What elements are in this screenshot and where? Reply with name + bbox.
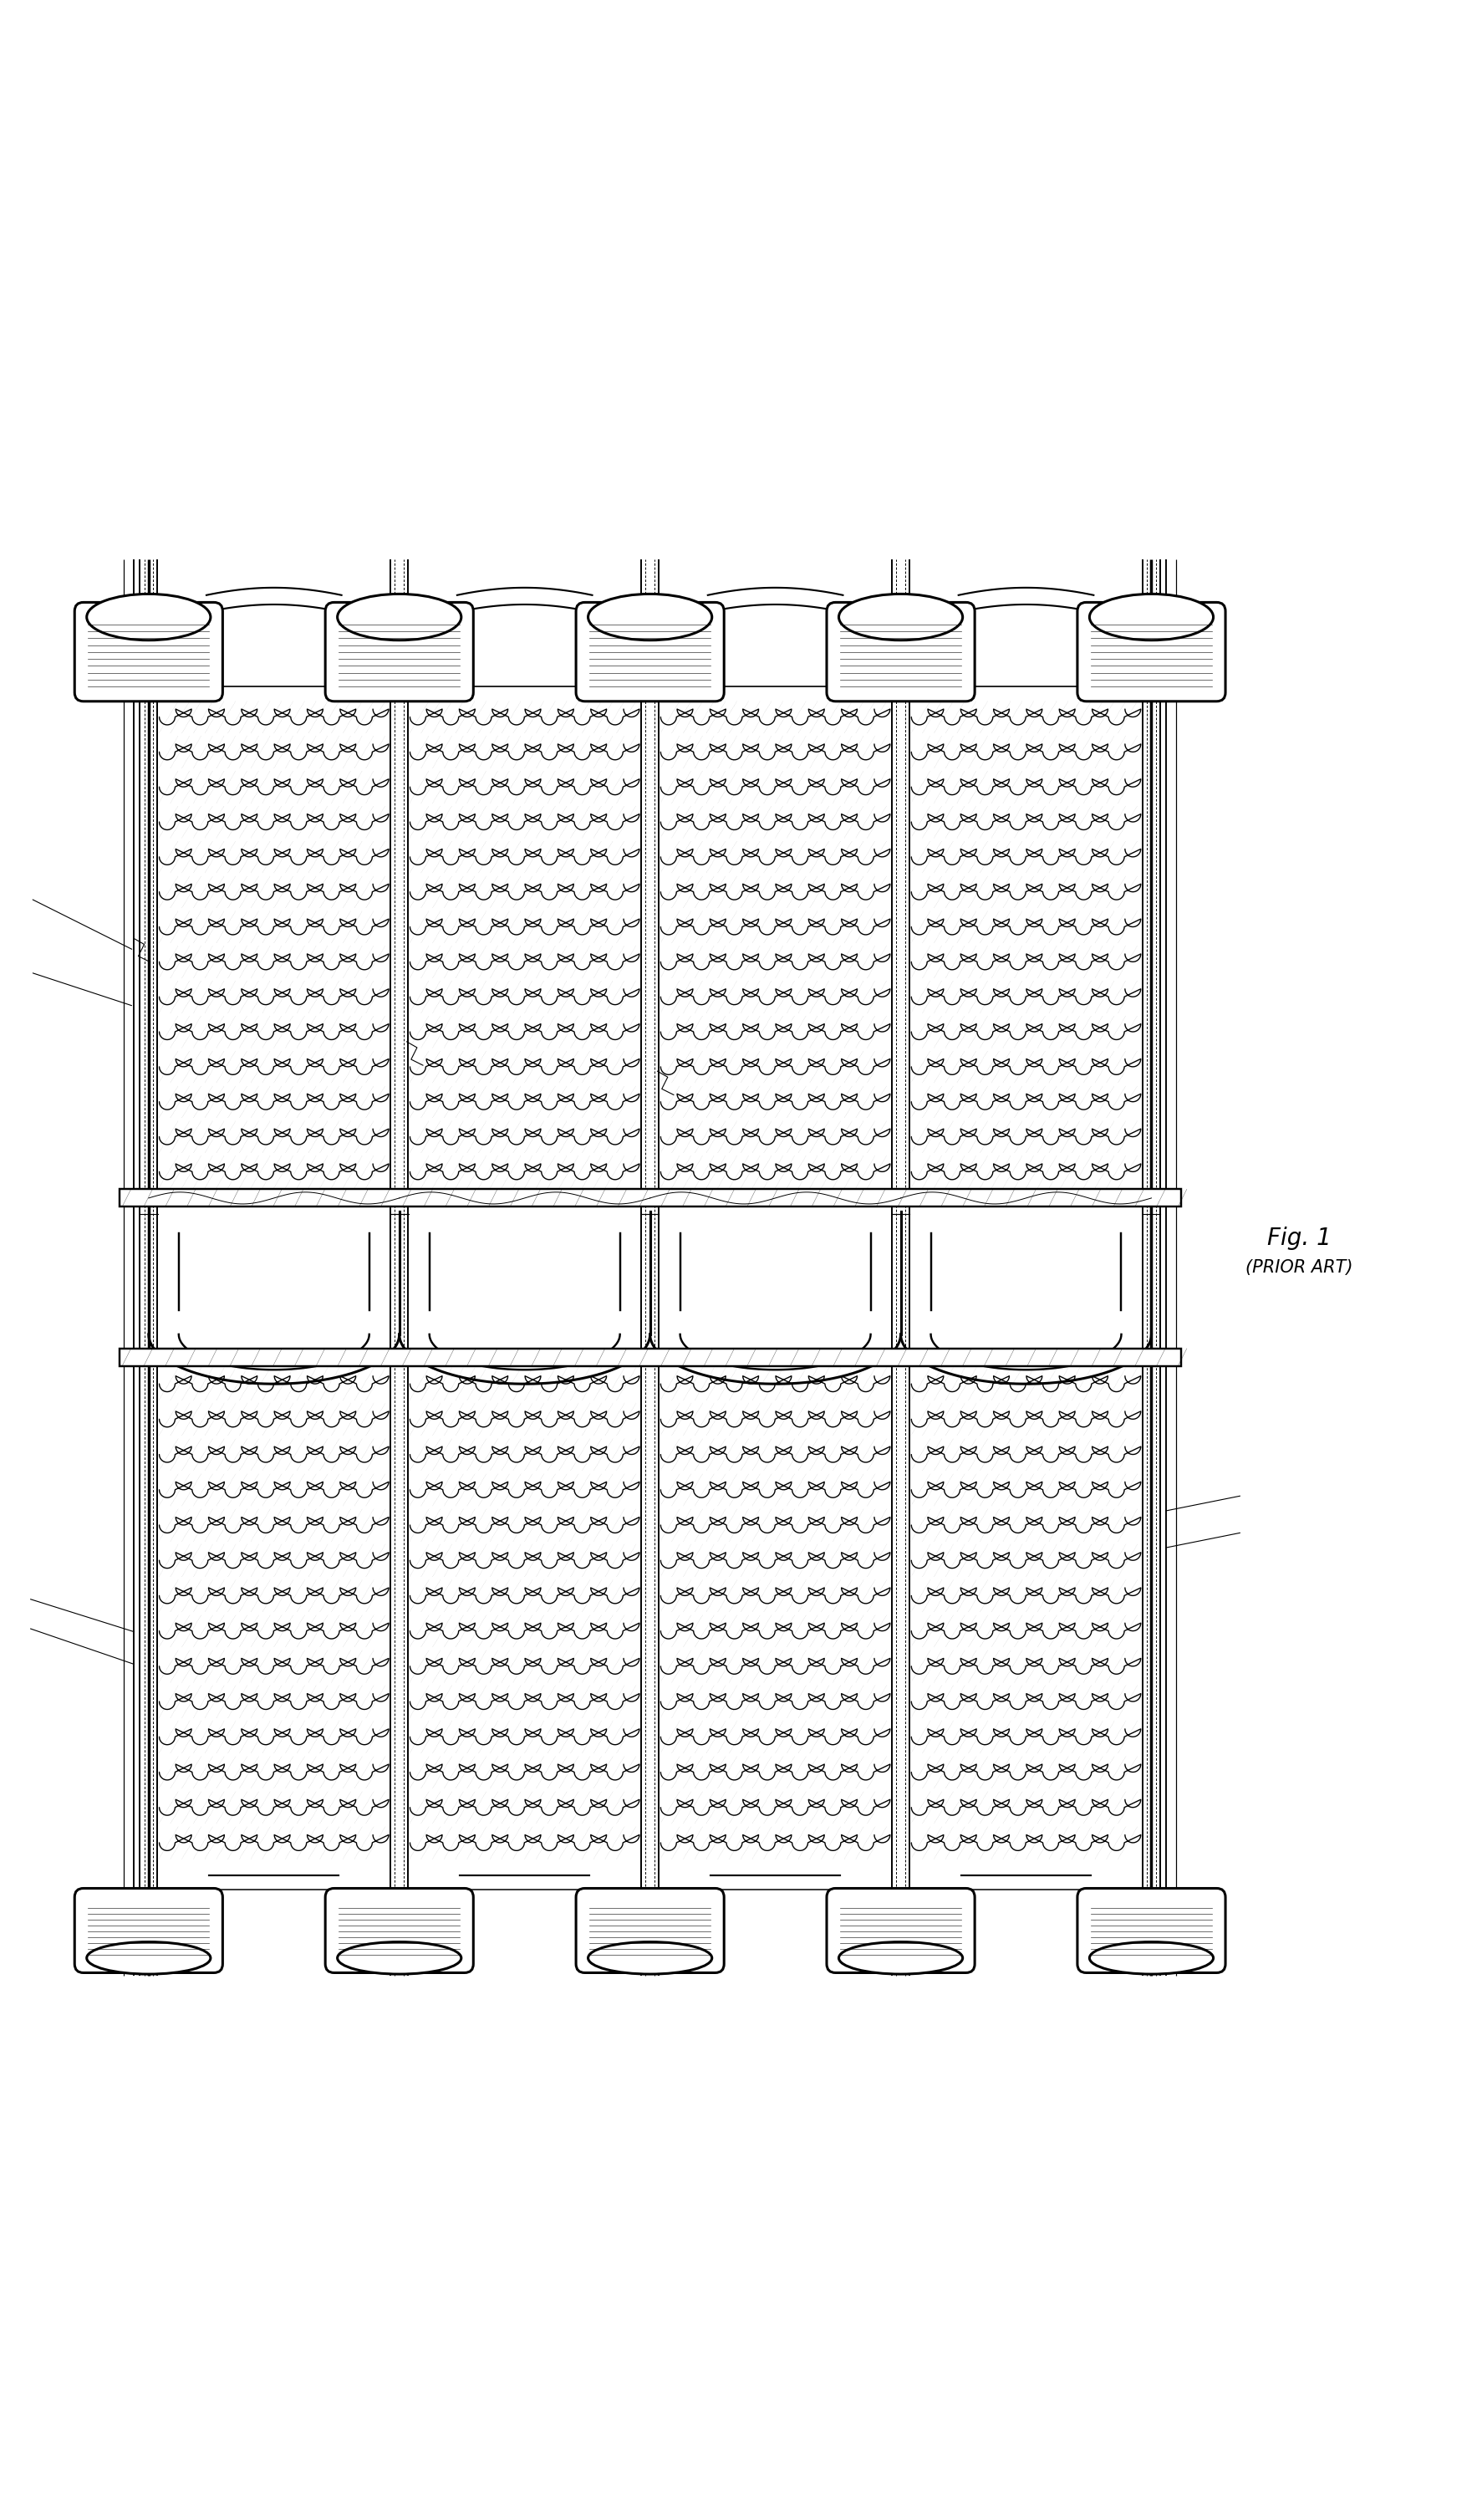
Ellipse shape: [1090, 1943, 1213, 1973]
Polygon shape: [679, 1232, 870, 1371]
FancyBboxPatch shape: [75, 1887, 223, 1973]
Bar: [120, 1189, 1182, 1207]
FancyBboxPatch shape: [75, 602, 223, 701]
Bar: [120, 1348, 1182, 1366]
FancyBboxPatch shape: [576, 602, 724, 701]
Text: Fig. 1: Fig. 1: [1267, 1227, 1331, 1250]
Ellipse shape: [588, 595, 712, 640]
Ellipse shape: [87, 1943, 211, 1973]
Ellipse shape: [839, 595, 963, 640]
FancyBboxPatch shape: [827, 602, 975, 701]
FancyBboxPatch shape: [827, 1887, 975, 1973]
Ellipse shape: [588, 1943, 712, 1973]
Ellipse shape: [1090, 595, 1213, 640]
Text: (PRIOR ART): (PRIOR ART): [1245, 1260, 1353, 1275]
Ellipse shape: [839, 1943, 963, 1973]
Ellipse shape: [337, 595, 461, 640]
Polygon shape: [179, 1232, 369, 1371]
Ellipse shape: [337, 1943, 461, 1973]
Polygon shape: [931, 1232, 1121, 1371]
Ellipse shape: [87, 595, 211, 640]
Polygon shape: [430, 1232, 620, 1371]
FancyBboxPatch shape: [1077, 602, 1226, 701]
FancyBboxPatch shape: [325, 1887, 473, 1973]
FancyBboxPatch shape: [576, 1887, 724, 1973]
FancyBboxPatch shape: [325, 602, 473, 701]
FancyBboxPatch shape: [1077, 1887, 1226, 1973]
